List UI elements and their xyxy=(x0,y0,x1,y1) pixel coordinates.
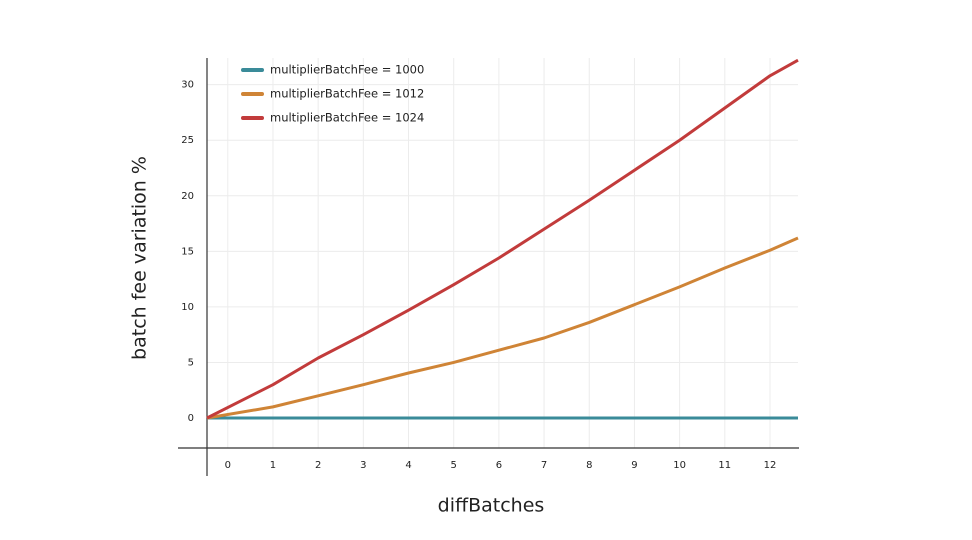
x-tick-label: 7 xyxy=(541,460,547,471)
x-tick-label: 2 xyxy=(315,460,321,471)
x-tick-label: 0 xyxy=(225,460,231,471)
x-tick-label: 11 xyxy=(718,460,731,471)
x-axis-title: diffBatches xyxy=(438,495,545,517)
y-tick-label: 15 xyxy=(181,246,194,257)
x-tick-label: 5 xyxy=(451,460,457,471)
x-tick-label: 8 xyxy=(586,460,592,471)
y-tick-label: 0 xyxy=(188,413,194,424)
y-tick-label: 5 xyxy=(188,357,194,368)
legend-label: multiplierBatchFee = 1012 xyxy=(270,87,424,101)
legend-label: multiplierBatchFee = 1000 xyxy=(270,63,424,77)
x-tick-label: 6 xyxy=(496,460,502,471)
legend-label: multiplierBatchFee = 1024 xyxy=(270,111,424,125)
series-line xyxy=(206,58,799,420)
x-tick-label: 4 xyxy=(405,460,411,471)
y-tick-label: 10 xyxy=(181,302,194,313)
series-line xyxy=(206,236,799,420)
y-tick-label: 25 xyxy=(181,135,194,146)
x-tick-label: 10 xyxy=(673,460,686,471)
y-axis-title: batch fee variation % xyxy=(129,156,151,360)
x-tick-label: 9 xyxy=(631,460,637,471)
y-tick-label: 30 xyxy=(181,80,194,91)
y-tick-label: 20 xyxy=(181,191,194,202)
x-tick-label: 12 xyxy=(764,460,777,471)
x-tick-label: 3 xyxy=(360,460,366,471)
x-tick-label: 1 xyxy=(270,460,276,471)
